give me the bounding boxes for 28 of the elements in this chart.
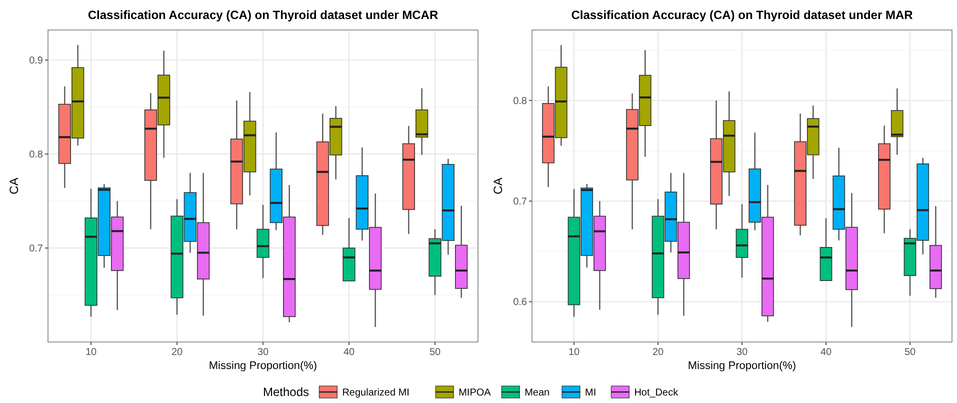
chart-title: Classification Accuracy (CA) on Thyroid dataset under MAR: [571, 8, 914, 22]
x-tick-label: 10: [85, 347, 97, 358]
x-tick-label: 20: [171, 347, 183, 358]
legend-label: Regularized MI: [342, 388, 410, 398]
y-axis-title: CA: [7, 178, 21, 194]
chart-title: Classification Accuracy (CA) on Thyroid dataset under MCAR: [88, 8, 438, 22]
y-tick-label: 0.7: [513, 196, 528, 208]
y-tick-label: 0.8: [513, 96, 528, 107]
x-axis-title: Missing Proportion(%): [688, 360, 796, 372]
x-tick-label: 40: [820, 347, 832, 358]
legend-label: MIPOA: [458, 388, 492, 398]
x-axis-title: Missing Proportion(%): [208, 360, 318, 372]
legend-label: Hot_Deck: [634, 388, 680, 398]
legend-title: Methods: [263, 385, 310, 400]
x-tick-label: 30: [257, 347, 269, 358]
legend-label: MI: [585, 388, 596, 398]
legend-label: Mean: [524, 388, 550, 398]
x-tick-label: 30: [736, 347, 748, 358]
x-tick-label: 20: [652, 347, 664, 358]
y-tick-label: 0.8: [29, 150, 44, 161]
y-tick-label: 0.7: [29, 244, 44, 255]
y-tick-label: 0.6: [513, 297, 528, 308]
x-tick-label: 40: [343, 347, 355, 358]
y-tick-label: 0.9: [29, 56, 44, 67]
y-axis-title: CA: [491, 178, 505, 194]
x-tick-label: 10: [568, 347, 580, 358]
x-tick-label: 50: [429, 347, 441, 358]
x-tick-label: 50: [904, 347, 916, 358]
